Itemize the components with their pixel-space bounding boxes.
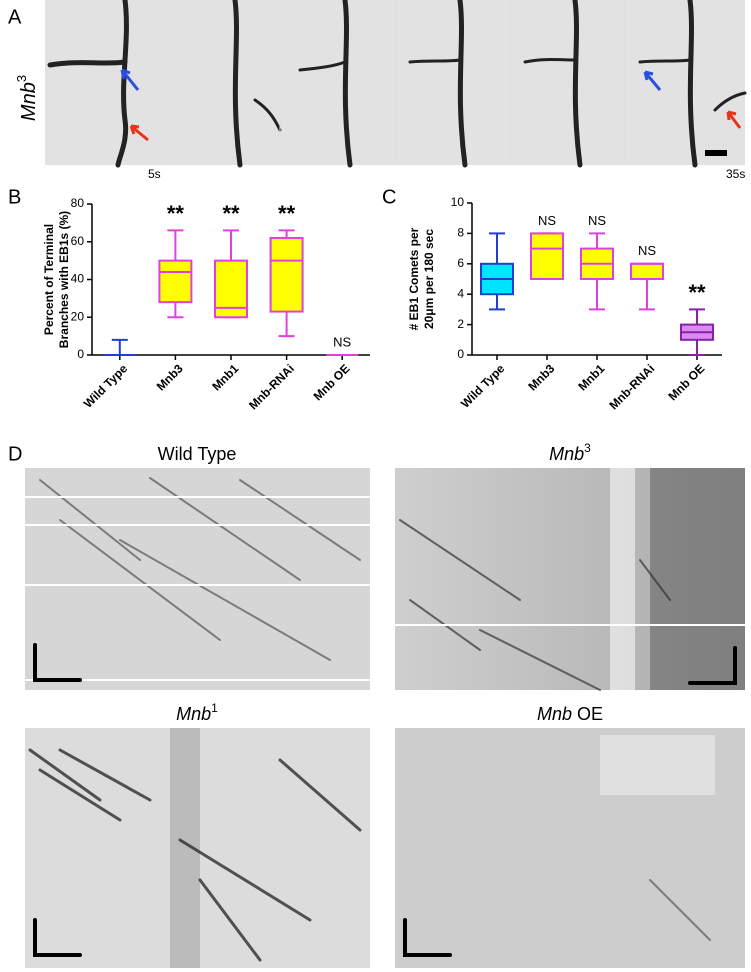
x-tick-label: Mnb1 [209, 361, 241, 393]
genotype: Mnb [549, 444, 584, 464]
y-tick-label: 8 [457, 226, 464, 240]
y-tick-label: 2 [457, 317, 464, 331]
kymograph-title: Mnb OE [537, 704, 603, 724]
y-axis-label: 20μm per 180 sec [422, 229, 436, 329]
genotype: Mnb [176, 704, 211, 724]
genotype-superscript: 3 [14, 75, 29, 82]
genotype-label: Mnb3 [14, 75, 40, 121]
superscript: 1 [211, 701, 218, 715]
y-tick-label: 6 [457, 256, 464, 270]
kymograph-title: Mnb3 [549, 441, 591, 464]
y-axis-label: # EB1 Comets per [407, 227, 421, 330]
x-tick-label: Mnb-RNAi [246, 361, 297, 412]
y-tick-label: 0 [457, 347, 464, 361]
x-tick-label: Mnb-RNAi [606, 361, 657, 412]
significance-label: ** [278, 201, 296, 226]
x-tick-label: Wild Type [81, 361, 130, 410]
kymograph-images [24, 468, 746, 968]
y-tick-label: 60 [71, 234, 85, 248]
genotype: Mnb [18, 82, 40, 121]
significance-label: ** [222, 201, 240, 226]
time-lapse-strip [45, 0, 747, 168]
y-axis-label: Branches with EB1s (%) [57, 211, 71, 348]
y-tick-label: 40 [71, 272, 85, 286]
kymograph-title: Wild Type [158, 444, 237, 464]
x-tick-label: Mnb3 [154, 361, 186, 393]
x-tick-label: Mnb OE [311, 361, 353, 403]
superscript: 3 [584, 441, 591, 455]
box [158, 259, 193, 304]
significance-label: NS [588, 213, 606, 228]
box [269, 236, 304, 313]
panel-label: C [382, 186, 396, 208]
time-label: 5s [148, 167, 161, 181]
x-tick-label: Wild Type [458, 361, 507, 410]
y-tick-label: 80 [71, 196, 85, 210]
x-tick-label: Mnb3 [525, 361, 557, 393]
panel-label: B [8, 186, 21, 208]
box [530, 232, 564, 280]
panel-label: A [8, 6, 22, 28]
significance-label: NS [638, 243, 656, 258]
significance-label: NS [538, 213, 556, 228]
box [630, 262, 664, 280]
y-tick-label: 0 [77, 347, 84, 361]
x-tick-label: Mnb OE [665, 361, 707, 403]
genotype: Mnb [537, 704, 572, 724]
genotype-suffix: OE [577, 704, 603, 724]
significance-label: ** [167, 201, 185, 226]
y-tick-label: 20 [71, 309, 85, 323]
x-tick-label: Mnb1 [575, 361, 607, 393]
y-axis-label: Percent of Terminal [42, 224, 56, 335]
y-tick-label: 4 [457, 286, 464, 300]
significance-label: ** [688, 280, 706, 305]
significance-label: NS [333, 334, 351, 349]
panel-label: D [8, 443, 22, 465]
y-tick-label: 10 [451, 195, 465, 209]
time-label: 35s [726, 167, 745, 181]
kymograph-title: Mnb1 [176, 701, 218, 724]
